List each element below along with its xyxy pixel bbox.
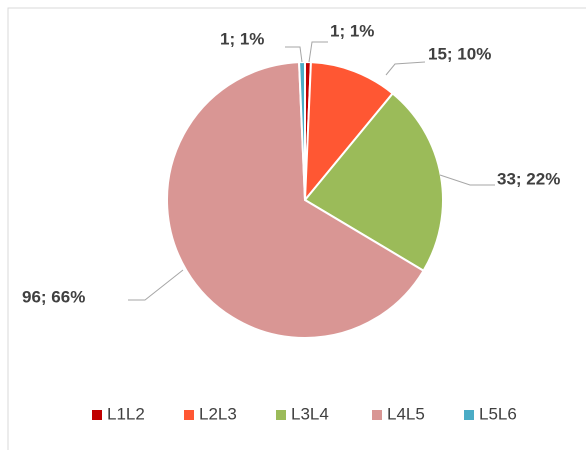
legend-swatch	[92, 410, 102, 420]
data-label: 96; 66%	[22, 287, 85, 306]
pie-slice	[298, 60, 306, 201]
legend-swatch	[276, 410, 286, 420]
leader-line	[439, 174, 495, 186]
data-label: 33; 22%	[497, 169, 560, 188]
chart-frame	[7, 7, 586, 450]
leader-line	[285, 46, 303, 63]
legend-label: L4L5	[387, 404, 425, 423]
legend-label: L2L3	[199, 404, 237, 423]
data-label: 1; 1%	[330, 21, 374, 40]
legend-label: L3L4	[291, 404, 329, 423]
legend-swatch	[464, 410, 474, 420]
legend-label: L5L6	[479, 404, 517, 423]
legend-swatch	[372, 410, 382, 420]
pie-slice	[166, 61, 425, 339]
leader-line	[385, 61, 426, 76]
pie-slice	[303, 61, 395, 203]
leader-line	[308, 41, 328, 63]
leader-line	[128, 269, 184, 301]
pie-slice	[303, 92, 444, 273]
legend-swatch	[184, 410, 194, 420]
legend-label: L1L2	[107, 404, 145, 423]
data-label: 1; 1%	[220, 29, 264, 48]
data-label: 15; 10%	[428, 44, 491, 63]
